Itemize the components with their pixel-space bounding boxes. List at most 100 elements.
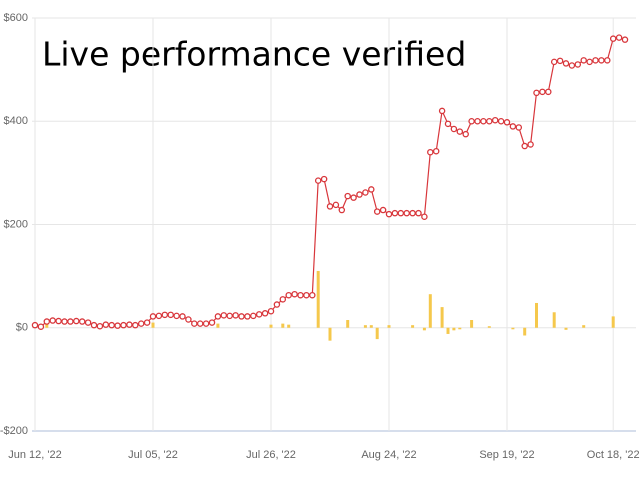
point: [450, 125, 458, 133]
chart-title: Live performance verified: [42, 35, 466, 74]
point: [161, 311, 169, 319]
point: [49, 317, 56, 324]
point: [309, 291, 316, 299]
point: [267, 307, 275, 315]
point: [214, 313, 222, 320]
bar: [582, 325, 586, 328]
point: [462, 130, 469, 138]
point: [562, 60, 570, 67]
bar: [369, 325, 373, 328]
point: [202, 320, 210, 327]
point: [368, 186, 375, 193]
bar: [346, 320, 350, 328]
point: [421, 213, 428, 221]
point: [273, 301, 281, 308]
bar: [440, 307, 444, 328]
point: [102, 321, 110, 328]
bar: [511, 327, 515, 330]
point: [604, 57, 611, 64]
point: [480, 118, 487, 125]
point: [61, 318, 68, 325]
bar: [316, 270, 320, 328]
y-tick-label: $200: [4, 218, 28, 230]
point: [208, 319, 216, 326]
point: [332, 201, 340, 209]
point: [297, 291, 304, 299]
point: [598, 57, 605, 64]
point: [232, 312, 239, 319]
point: [196, 320, 204, 327]
bar: [428, 294, 432, 328]
bar: [564, 327, 568, 330]
point: [238, 313, 245, 320]
point: [73, 317, 80, 325]
bar: [552, 312, 556, 328]
point: [261, 310, 269, 317]
point: [468, 118, 475, 125]
bar: [422, 327, 426, 331]
bar: [287, 324, 291, 328]
point: [132, 321, 139, 329]
point: [285, 291, 292, 299]
point: [191, 320, 198, 327]
point: [220, 312, 228, 319]
point: [314, 177, 322, 184]
point: [226, 312, 233, 320]
bar: [375, 327, 379, 340]
point: [108, 321, 115, 329]
plot: -$200 $0 $200 $400 $600 Jun 12, '22 Jul 05, '2…: [0, 12, 640, 461]
point: [444, 120, 452, 128]
bar: [363, 325, 367, 328]
x-tick-label: Jun 12, '22: [8, 449, 61, 461]
point: [84, 319, 92, 326]
point: [515, 124, 523, 131]
point: [403, 209, 410, 217]
y-tick-label: $600: [4, 12, 28, 24]
point: [550, 58, 558, 66]
y-tick-label: -$200: [0, 425, 28, 437]
point: [503, 119, 511, 126]
point: [568, 62, 576, 69]
point: [556, 57, 564, 65]
point: [96, 322, 104, 330]
bar: [45, 323, 49, 328]
bar: [151, 322, 155, 328]
point: [592, 57, 599, 64]
point: [279, 296, 287, 303]
point: [574, 61, 582, 68]
bar: [523, 327, 527, 336]
bar: [411, 325, 415, 328]
point: [539, 88, 546, 96]
point: [432, 147, 440, 155]
point: [255, 311, 263, 318]
bar: [216, 323, 220, 328]
point: [379, 206, 387, 214]
point: [320, 175, 328, 183]
point: [356, 191, 363, 198]
point: [37, 323, 45, 330]
point: [350, 194, 357, 201]
x-tick-label: Aug 24, '22: [361, 449, 416, 461]
bar: [470, 320, 474, 328]
point: [586, 58, 593, 66]
bar: [452, 327, 456, 331]
point: [397, 209, 405, 217]
point: [114, 322, 121, 329]
bar: [387, 325, 391, 328]
point: [303, 291, 310, 299]
point: [67, 318, 74, 325]
point: [527, 141, 534, 148]
point: [509, 123, 517, 130]
point: [338, 206, 346, 214]
point: [545, 88, 552, 96]
bar: [281, 323, 285, 328]
point: [533, 89, 540, 97]
y-tick-label: $0: [16, 322, 28, 334]
point: [149, 313, 157, 320]
point: [55, 317, 62, 325]
x-tick-label: Sep 19, '22: [479, 449, 534, 461]
point: [326, 203, 334, 210]
point: [291, 290, 298, 298]
point: [521, 142, 528, 150]
point: [344, 192, 351, 200]
